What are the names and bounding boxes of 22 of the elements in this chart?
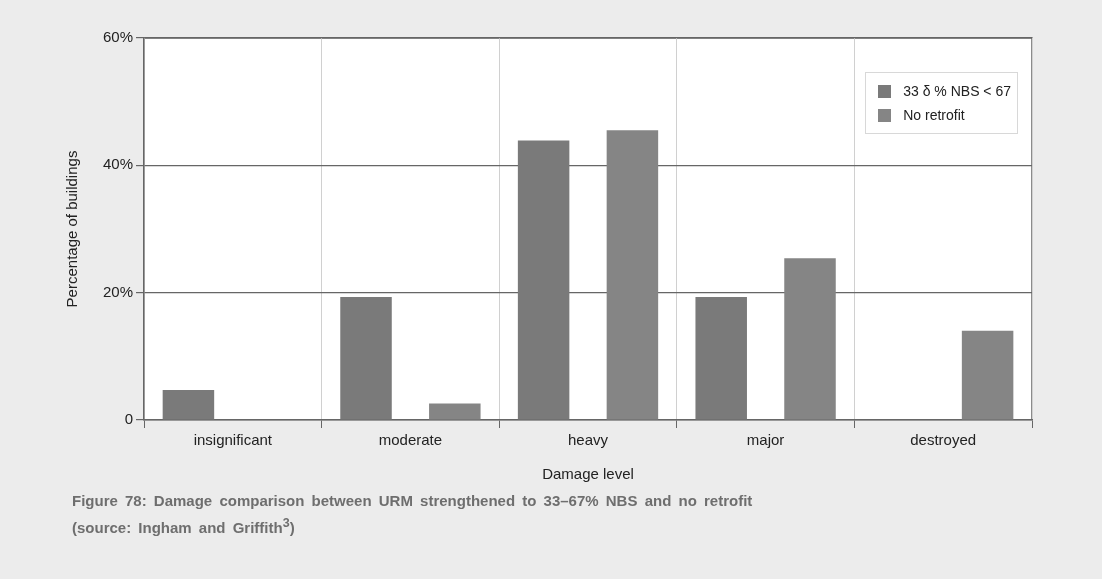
- y-tick-label: 20%: [102, 282, 134, 300]
- legend-label: No retrofit: [903, 107, 965, 123]
- y-tick-label: 0: [124, 410, 134, 428]
- x-axis-title: Damage level: [542, 465, 634, 483]
- bar: [340, 297, 392, 420]
- bar: [429, 403, 481, 420]
- x-tick-label: insignificant: [193, 431, 273, 449]
- bar: [606, 130, 659, 420]
- bar: [517, 140, 570, 420]
- y-tick-label: 40%: [102, 155, 134, 173]
- y-axis-title: Percentage of buildings: [63, 150, 81, 308]
- bar: [961, 330, 1014, 420]
- bar: [162, 390, 215, 420]
- x-tick-label: destroyed: [910, 431, 977, 449]
- bar: [695, 297, 747, 420]
- bar: [784, 258, 836, 420]
- y-tick-label: 60%: [102, 28, 134, 46]
- x-tick-label: major: [746, 431, 785, 449]
- legend-label: 33 δ % NBS < 67: [903, 83, 1011, 99]
- x-tick-label: heavy: [568, 431, 609, 449]
- x-tick-label: moderate: [378, 431, 443, 449]
- caption: Figure 78: Damage comparison between URM strengthened to 33–67% NBS and no retrofit (source: Ingham and Griffith$^{3}$): [72, 491, 754, 538]
